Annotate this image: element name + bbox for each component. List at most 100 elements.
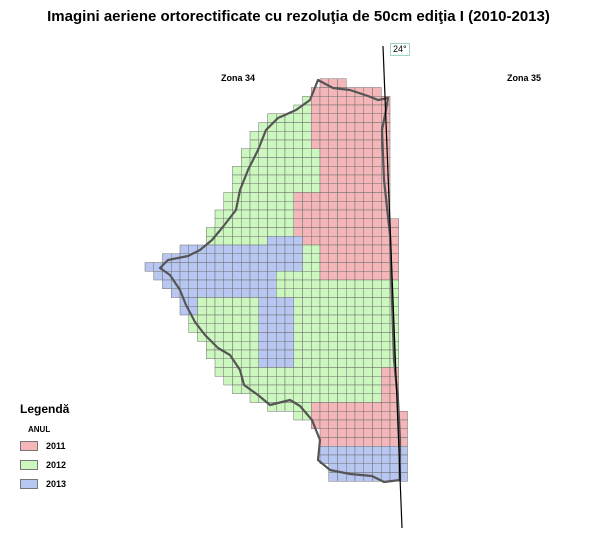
coverage-cell [363,218,373,228]
coverage-cell [363,201,373,211]
coverage-cell [319,384,329,394]
coverage-cell [267,218,277,228]
coverage-cell [328,454,338,464]
coverage-cell [241,209,251,219]
coverage-cell [346,244,356,254]
coverage-cell [346,113,356,123]
coverage-cell [328,384,338,394]
coverage-cell [381,437,391,447]
coverage-cell [372,384,382,394]
coverage-cell [267,227,277,237]
coverage-cell [311,131,321,141]
coverage-cell [363,104,373,114]
coverage-cell [381,306,391,316]
coverage-cell [223,306,233,316]
coverage-cell [302,209,312,219]
coverage-cell [249,332,259,342]
coverage-cell [328,122,338,132]
coverage-cell [372,306,382,316]
coverage-cell [372,218,382,228]
coverage-cell [372,122,382,132]
coverage-cell [337,446,347,456]
coverage-cell [232,262,242,272]
coverage-cell [153,271,163,281]
coverage-cell [267,209,277,219]
coverage-cell [302,174,312,184]
coverage-cell [372,157,382,167]
coverage-cell [381,332,391,342]
legend-item-2013: 2013 [20,479,66,489]
coverage-cell [328,166,338,176]
coverage-cell [276,131,286,141]
coverage-cell [328,183,338,193]
coverage-cell [232,332,242,342]
coverage-cell [337,183,347,193]
coverage-cell [337,411,347,421]
coverage-cell [179,262,189,272]
coverage-cell [232,297,242,307]
coverage-cell [328,148,338,158]
coverage-cell [319,236,329,246]
coverage-cell [372,104,382,114]
coverage-cell [214,323,224,333]
coverage-cell [381,402,391,412]
coverage-cell [311,113,321,123]
coverage-grid [144,78,408,482]
coverage-cell [337,201,347,211]
coverage-cell [381,463,391,473]
coverage-cell [249,349,259,359]
coverage-cell [381,472,391,482]
coverage-cell [258,349,268,359]
coverage-cell [249,288,259,298]
coverage-cell [276,297,286,307]
coverage-cell [293,367,303,377]
coverage-cell [241,148,251,158]
coverage-cell [258,236,268,246]
coverage-cell [354,323,364,333]
coverage-cell [354,262,364,272]
coverage-cell [381,253,391,263]
coverage-cell [293,157,303,167]
coverage-cell [258,288,268,298]
coverage-cell [293,122,303,132]
coverage-cell [346,384,356,394]
coverage-cell [337,122,347,132]
coverage-cell [258,279,268,289]
coverage-cell [346,376,356,386]
coverage-cell [319,244,329,254]
coverage-cell [214,358,224,368]
coverage-cell [381,393,391,403]
coverage-cell [214,253,224,263]
coverage-cell [302,323,312,333]
coverage-cell [363,148,373,158]
coverage-cell [346,183,356,193]
coverage-cell [354,253,364,263]
coverage-cell [319,174,329,184]
coverage-cell [276,314,286,324]
coverage-cell [319,253,329,263]
coverage-cell [284,166,294,176]
coverage-cell [284,209,294,219]
coverage-cell [372,209,382,219]
coverage-cell [276,122,286,132]
coverage-cell [293,131,303,141]
coverage-cell [372,244,382,254]
coverage-cell [328,332,338,342]
coverage-cell [258,244,268,254]
coverage-cell [258,192,268,202]
coverage-cell [319,306,329,316]
coverage-cell [363,297,373,307]
coverage-cell [372,332,382,342]
coverage-cell [311,148,321,158]
coverage-cell [346,446,356,456]
coverage-cell [337,227,347,237]
coverage-cell [232,314,242,324]
coverage-cell [249,139,259,149]
coverage-cell [276,174,286,184]
coverage-cell [337,209,347,219]
coverage-cell [337,166,347,176]
coverage-cell [319,428,329,438]
coverage-cell [372,376,382,386]
coverage-cell [232,253,242,263]
coverage-cell [346,227,356,237]
